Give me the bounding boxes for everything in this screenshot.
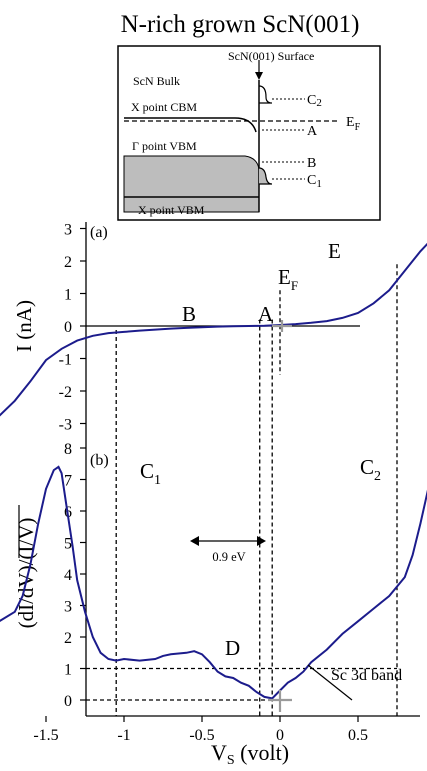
panel-a-ylabel: I (nA) [12,300,36,352]
inset-fermi-label: EF [346,115,361,133]
guide-lines [86,264,398,716]
y-tick-label-a: 1 [64,287,72,304]
x-ticks: -2-1.5-1-0.500.511.5 [33,716,368,744]
x-tick-label: 0 [276,727,284,744]
inset-b-label: B [307,156,316,171]
inset-state-c1 [258,167,273,185]
marker-ef-label: EF [278,265,298,293]
normalized-conductance-curve [0,465,427,700]
panel-a-label: (a) [90,224,108,241]
gap-label: 0.9 eV [212,550,245,564]
marker-a-label: A [258,302,274,326]
marker-e-label: E [328,239,341,263]
inset-band-diagram: ScN(001) Surface ScN Bulk X point CBM Γ … [117,45,381,221]
x-axis-label: VS (volt) [211,740,289,768]
panel-b-ylabel: (dI/dV)/(I/V) [14,518,38,629]
band-pointer-line [307,664,353,701]
inset-state-c2 [258,85,273,104]
y-tick-label-b: 1 [64,662,72,679]
y-tick-label-a: 2 [64,254,72,271]
inset-c1-label: C1 [307,173,322,190]
x-tick-label: -1.5 [33,727,58,744]
y-tick-label-a: 3 [64,222,72,239]
inset-gamma-vbm-label: Γ point VBM [132,139,197,153]
x-tick-label: 0.5 [348,727,368,744]
y-tick-label-b: 4 [64,567,72,584]
band-label: Sc 3d band [331,667,402,684]
y-tick-label-b: 2 [64,630,72,647]
y-tick-label-b: 0 [64,693,72,710]
inset-bulk-label: ScN Bulk [133,74,180,88]
y-tick-label-b: 5 [64,536,72,553]
peak-c2-label: C2 [360,455,381,484]
inset-cbm-label: X point CBM [131,100,197,114]
figure-title: N-rich grown ScN(001) [121,11,360,38]
inset-c2-label: C2 [307,93,322,109]
marker-b-label: B [182,302,196,326]
y-tick-label-a: -1 [59,352,72,369]
y-tick-label-b: 8 [64,441,72,458]
iv-curve [0,242,427,417]
y-tick-label-a: -3 [59,417,72,434]
y-tick-label-a: 0 [64,319,72,336]
inset-a-label: A [307,124,318,139]
panel-b-label: (b) [90,452,109,469]
panel-a-y-ticks: 3 2 1 0 -1 -2 -3 [59,222,86,434]
origin-marker-b [268,690,292,712]
inset-surface-label: ScN(001) Surface [228,49,314,63]
gap-arrow [190,536,266,546]
inset-x-vbm-label: X point VBM [138,203,205,217]
peak-c1-label: C1 [140,459,161,488]
x-tick-label: -1 [117,727,130,744]
inset-arrowhead [255,72,263,80]
peak-d-label: D [225,636,240,660]
y-tick-label-a: -2 [59,384,72,401]
y-tick-label-b: 7 [64,473,72,490]
y-tick-label-b: 3 [64,599,72,616]
origin-marker-a [272,320,292,332]
x-tick-label: -0.5 [189,727,214,744]
